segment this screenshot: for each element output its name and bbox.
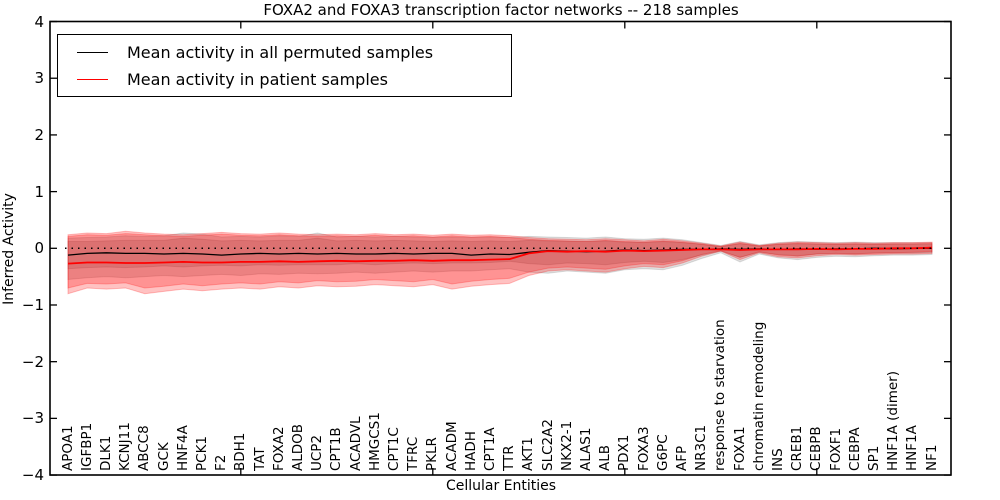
legend-line-sample-black — [77, 52, 108, 53]
x-tick-label: ALDOB — [289, 423, 306, 471]
x-tick-label: HADH — [462, 431, 479, 471]
x-tick-label: NF1 — [923, 444, 940, 471]
y-tick-label: 1 — [34, 182, 44, 201]
x-tick-label: KCNJ11 — [117, 422, 134, 471]
x-tick-label: FOXA2 — [270, 426, 287, 471]
y-tick-label: 2 — [34, 125, 44, 144]
y-tick-label: −2 — [21, 352, 44, 371]
x-tick-label: FOXA1 — [731, 426, 748, 471]
y-tick-label: 0 — [34, 239, 44, 258]
x-tick-label: ACADVL — [347, 416, 364, 471]
x-tick-label: SLC2A2 — [539, 419, 556, 471]
x-tick-label: DLK1 — [97, 435, 114, 471]
x-tick-label: PDX1 — [616, 434, 633, 471]
x-tick-label: IGFBP1 — [78, 422, 95, 471]
x-tick-label: CPT1C — [385, 427, 402, 471]
chart-title: FOXA2 and FOXA3 transcription factor net… — [263, 1, 739, 19]
y-tick-label: 3 — [34, 69, 44, 88]
y-tick-label: −3 — [21, 409, 44, 428]
x-tick-label: TFRC — [405, 436, 422, 471]
x-tick-label: APOA1 — [59, 425, 76, 471]
x-tick-label: GCK — [155, 442, 172, 471]
legend-line-sample-red — [77, 79, 108, 80]
x-tick-label: INS — [769, 448, 786, 471]
x-tick-label: G6PC — [654, 434, 671, 471]
x-tick-label: ACADM — [443, 421, 460, 471]
x-tick-label: ALB — [597, 444, 614, 471]
x-tick-label: TAT — [251, 447, 268, 471]
x-tick-label: CEBPA — [846, 427, 863, 471]
x-tick-label: response to starvation — [712, 319, 729, 471]
x-tick-label: NKX2-1 — [558, 420, 575, 471]
legend-entry-patient: Mean activity in patient samples — [58, 66, 511, 93]
x-tick-label: FOXF1 — [827, 427, 844, 471]
x-tick-label: AKT1 — [520, 437, 537, 471]
x-tick-label: CPT1A — [481, 427, 498, 471]
x-tick-label: ALAS1 — [577, 427, 594, 471]
x-tick-label: chromatin remodeling — [750, 321, 767, 471]
x-tick-label: HNF1A (dimer) — [885, 371, 902, 471]
legend-label: Mean activity in all permuted samples — [127, 43, 434, 62]
x-tick-label: AFP — [673, 445, 690, 471]
x-tick-label: SP1 — [865, 445, 882, 471]
x-tick-label: HNF4A — [174, 425, 191, 471]
x-tick-label: TTR — [501, 445, 518, 471]
x-tick-label: NR3C1 — [693, 424, 710, 471]
x-tick-label: PKLR — [424, 437, 441, 471]
y-tick-label: −1 — [21, 295, 44, 314]
x-tick-label: F2 — [213, 454, 230, 471]
x-tick-label: HMGCS1 — [366, 412, 383, 471]
x-tick-label: HNF1A — [904, 425, 921, 471]
x-axis-label: Cellular Entities — [445, 478, 557, 494]
x-tick-label: BDH1 — [232, 432, 249, 471]
x-tick-label: UCP2 — [309, 434, 326, 471]
y-tick-label: −4 — [21, 466, 44, 485]
x-tick-label: CPT1B — [328, 427, 345, 471]
legend-label: Mean activity in patient samples — [127, 70, 388, 89]
x-tick-label: CREB1 — [789, 425, 806, 471]
x-tick-label: CEBPB — [808, 426, 825, 471]
y-tick-label: 4 — [34, 12, 44, 31]
legend-entry-permuted: Mean activity in all permuted samples — [58, 39, 511, 66]
x-tick-label: FOXA3 — [635, 426, 652, 471]
x-tick-label: ABCC8 — [136, 425, 153, 471]
x-tick-label: PCK1 — [193, 435, 210, 471]
legend: Mean activity in all permuted samples Me… — [57, 34, 512, 97]
